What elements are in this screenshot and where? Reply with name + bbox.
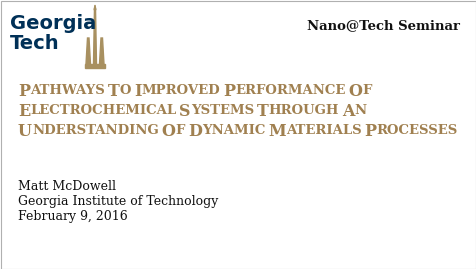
Text: D: D: [188, 123, 201, 140]
Text: Matt McDowell: Matt McDowell: [18, 180, 116, 193]
Text: Georgia Institute of Technology: Georgia Institute of Technology: [18, 195, 218, 208]
Text: T: T: [257, 103, 268, 120]
Polygon shape: [94, 5, 96, 10]
Polygon shape: [99, 38, 104, 64]
Text: F: F: [362, 84, 371, 97]
Text: NDERSTANDING: NDERSTANDING: [32, 125, 159, 137]
Polygon shape: [86, 38, 90, 64]
Text: HROUGH: HROUGH: [268, 104, 338, 118]
Text: February 9, 2016: February 9, 2016: [18, 210, 128, 223]
Text: O: O: [161, 123, 175, 140]
Text: I: I: [134, 83, 141, 100]
Text: Georgia: Georgia: [10, 14, 96, 33]
Text: A: A: [342, 103, 354, 120]
Text: ERFORMANCE: ERFORMANCE: [235, 84, 345, 97]
Text: Nano@Tech Seminar: Nano@Tech Seminar: [307, 19, 459, 33]
Text: O: O: [119, 84, 131, 97]
Text: F: F: [175, 125, 185, 137]
Text: N: N: [354, 104, 366, 118]
Text: U: U: [18, 123, 32, 140]
Text: P: P: [18, 83, 30, 100]
Text: M: M: [268, 123, 286, 140]
Text: ROCESSES: ROCESSES: [376, 125, 457, 137]
Text: S: S: [179, 103, 190, 120]
Text: YSTEMS: YSTEMS: [190, 104, 253, 118]
Text: P: P: [223, 83, 235, 100]
Text: P: P: [364, 123, 376, 140]
Text: MPROVED: MPROVED: [141, 84, 219, 97]
Text: ATHWAYS: ATHWAYS: [30, 84, 105, 97]
Text: YNAMIC: YNAMIC: [201, 125, 265, 137]
Text: O: O: [348, 83, 362, 100]
Text: T: T: [108, 83, 119, 100]
Text: ATERIALS: ATERIALS: [286, 125, 361, 137]
Polygon shape: [85, 64, 105, 68]
Text: Tech: Tech: [10, 34, 60, 53]
Polygon shape: [93, 8, 96, 64]
Text: LECTROCHEMICAL: LECTROCHEMICAL: [30, 104, 176, 118]
Text: E: E: [18, 103, 30, 120]
